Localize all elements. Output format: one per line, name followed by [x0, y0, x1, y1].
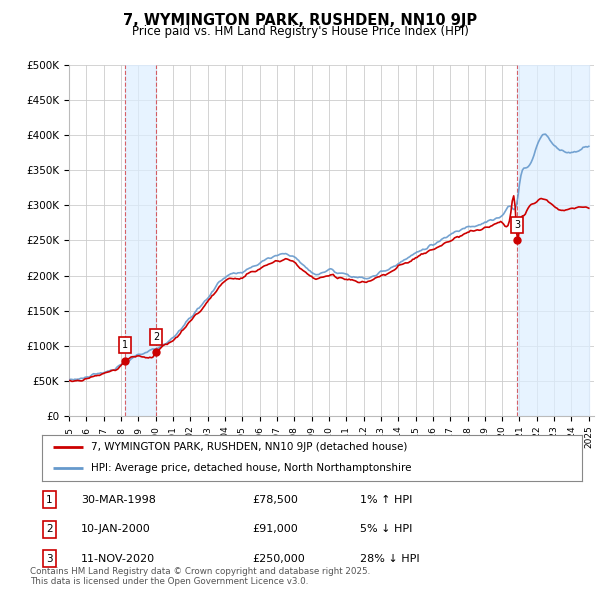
Text: £78,500: £78,500 [252, 495, 298, 504]
Bar [125, 65, 156, 416]
Text: 3: 3 [514, 220, 520, 230]
Text: 10-JAN-2000: 10-JAN-2000 [81, 525, 151, 534]
Text: 30-MAR-1998: 30-MAR-1998 [81, 495, 156, 504]
Bar [517, 65, 589, 416]
Text: 2: 2 [153, 332, 159, 342]
Text: 7, WYMINGTON PARK, RUSHDEN, NN10 9JP: 7, WYMINGTON PARK, RUSHDEN, NN10 9JP [123, 13, 477, 28]
Text: Contains HM Land Registry data © Crown copyright and database right 2025.
This d: Contains HM Land Registry data © Crown c… [30, 567, 370, 586]
Text: 7, WYMINGTON PARK, RUSHDEN, NN10 9JP (detached house): 7, WYMINGTON PARK, RUSHDEN, NN10 9JP (de… [91, 442, 407, 453]
Text: Price paid vs. HM Land Registry's House Price Index (HPI): Price paid vs. HM Land Registry's House … [131, 25, 469, 38]
Text: 1: 1 [46, 495, 53, 504]
Text: 1: 1 [122, 340, 128, 350]
Text: 1% ↑ HPI: 1% ↑ HPI [360, 495, 412, 504]
Text: £250,000: £250,000 [252, 554, 305, 563]
Text: £91,000: £91,000 [252, 525, 298, 534]
Text: HPI: Average price, detached house, North Northamptonshire: HPI: Average price, detached house, Nort… [91, 463, 411, 473]
Text: 5% ↓ HPI: 5% ↓ HPI [360, 525, 412, 534]
Text: 11-NOV-2020: 11-NOV-2020 [81, 554, 155, 563]
Text: 28% ↓ HPI: 28% ↓ HPI [360, 554, 419, 563]
Text: 2: 2 [46, 525, 53, 534]
Text: 3: 3 [46, 554, 53, 563]
